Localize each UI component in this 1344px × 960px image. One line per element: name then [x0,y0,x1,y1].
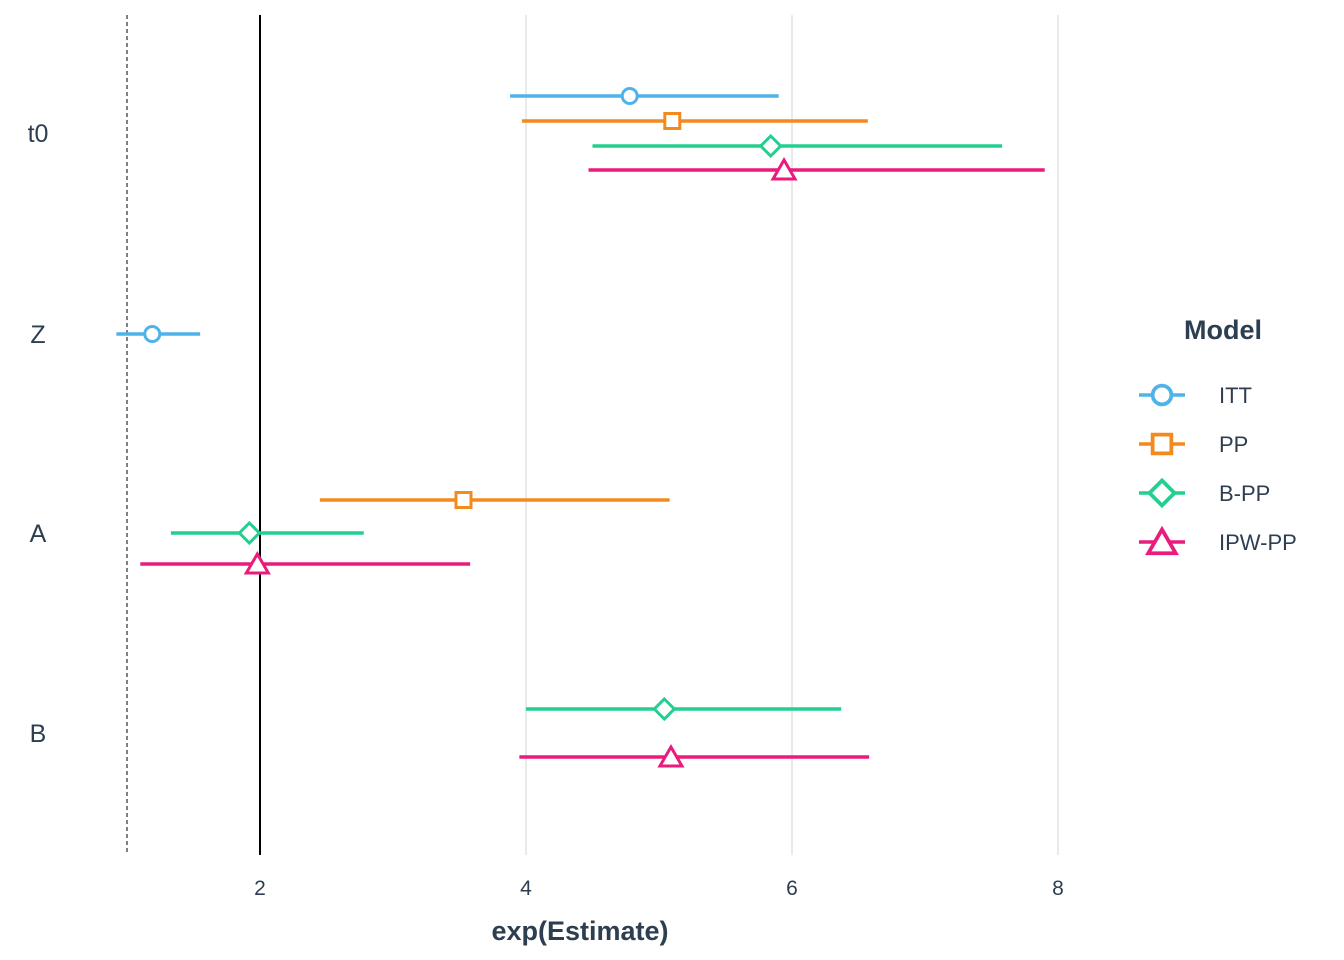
point-pp-a [454,491,473,509]
grid-lines [259,15,1059,855]
point-ipw-pp-a [243,551,271,575]
point-pp-t0 [663,112,682,130]
legend-circle-icon [1150,383,1174,407]
point-b-pp-b [652,696,677,722]
point-b-pp-t0 [758,133,783,159]
point-ipw-pp-t0 [770,157,798,181]
legend-entry-itt: ITT [1139,383,1252,408]
data-series [116,87,1045,768]
legend-triangle-icon [1144,525,1180,556]
category-label-t0: t0 [28,120,49,148]
legend-square-icon [1150,432,1174,456]
legend-diamond-icon [1146,477,1178,509]
x-tick-label-4: 4 [520,877,532,900]
x-axis-title: exp(Estimate) [491,916,668,946]
series-b-pp [170,133,1003,722]
legend-label-ipw-pp: IPW-PP [1219,530,1297,555]
point-itt-z [143,325,162,343]
legend-entry-pp: PP [1139,432,1248,457]
category-label-b: B [30,720,47,748]
series-ipw-pp [140,157,1045,768]
point-b-pp-a [237,520,262,546]
point-itt-t0 [620,87,639,105]
legend-label-itt: ITT [1219,383,1252,408]
x-axis-tick-labels: 2 4 6 8 [254,877,1064,900]
x-tick-label-2: 2 [254,877,266,900]
legend-entry-ipw-pp: IPW-PP [1139,525,1297,556]
point-ipw-pp-b [657,744,685,768]
legend-label-b-pp: B-PP [1219,481,1270,506]
legend-label-pp: PP [1219,432,1248,457]
legend-entry-b-pp: B-PP [1139,477,1270,509]
series-itt [116,87,779,343]
legend-title: Model [1184,315,1262,345]
reference-lines [126,15,261,855]
category-label-a: A [30,520,47,548]
category-label-z: Z [30,321,45,349]
series-pp [319,112,868,509]
x-tick-label-6: 6 [786,877,798,900]
legend: Model ITT PP B-PP IPW-PP [1139,315,1297,556]
x-tick-label-8: 8 [1052,877,1064,900]
y-axis-category-labels: t0 Z A B [28,120,49,748]
